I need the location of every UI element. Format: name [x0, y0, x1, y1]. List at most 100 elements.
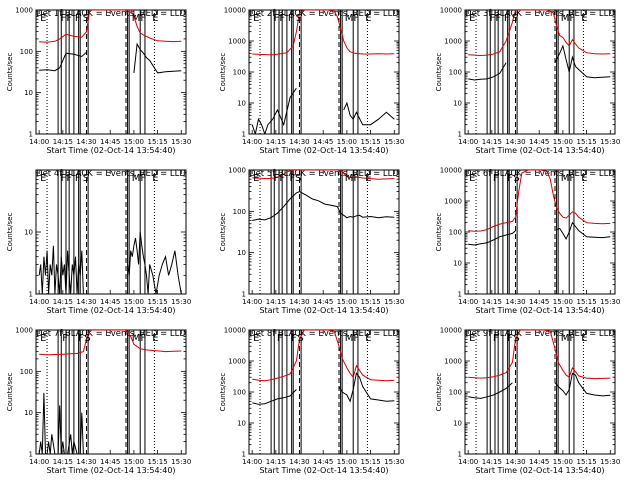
x-tick-label: 15:30: [600, 138, 620, 146]
y-tick-label: 100: [449, 229, 462, 237]
event-marker-label: FF: [274, 13, 286, 24]
event-marker-label: E: [365, 173, 371, 184]
y-axis-label: Counts/sec: [435, 53, 443, 92]
y-tick-label: 1000: [444, 198, 462, 206]
event-marker-label: S: [513, 173, 519, 184]
lld-series-line: [252, 330, 395, 382]
x-tick-label: 14:00: [242, 458, 262, 466]
x-tick-label: 15:15: [147, 298, 167, 306]
y-tick-label: 1: [242, 291, 246, 299]
panel-title: Det 9f BLACK = Events, RED = LLD: [465, 329, 615, 339]
event-marker-label: S: [84, 333, 90, 344]
x-tick-label: 15:00: [553, 458, 573, 466]
event-marker-label: F: [75, 13, 81, 24]
x-tick-label: 15:30: [384, 138, 404, 146]
x-tick-label: 14:45: [100, 458, 120, 466]
y-tick-label: 100: [233, 208, 246, 216]
x-tick-label: 15:00: [124, 138, 144, 146]
x-tick-label: 14:30: [76, 298, 96, 306]
event-marker-label: F: [277, 333, 283, 344]
y-tick-label: 1000: [228, 358, 246, 366]
x-tick-label: 14:00: [458, 298, 478, 306]
y-tick-label: 1000: [15, 327, 33, 335]
x-tick-label: 15:30: [171, 458, 191, 466]
y-tick-label: 10: [453, 420, 462, 428]
event-marker-label: MF: [132, 333, 147, 344]
y-axis-label: Counts/sec: [219, 53, 227, 92]
x-tick-label: 15:15: [576, 458, 596, 466]
event-marker-label: S: [83, 173, 89, 184]
x-tick-label: 14:30: [289, 138, 309, 146]
y-tick-label: 1: [242, 131, 246, 139]
lld-series-line: [252, 10, 395, 56]
x-axis-label: Start Time (02-Oct-14 13:54:40): [259, 466, 388, 475]
event-marker-label: F: [493, 333, 499, 344]
event-marker-label: F: [291, 333, 297, 344]
y-tick-label: 100: [20, 48, 33, 56]
event-marker-label: E: [469, 333, 475, 344]
event-marker-label: E: [581, 333, 587, 344]
y-tick-label: 10: [453, 260, 462, 268]
x-tick-label: 14:30: [76, 458, 96, 466]
x-tick-label: 15:00: [553, 298, 573, 306]
x-tick-label: 15:15: [360, 298, 380, 306]
event-marker-label: E: [253, 13, 259, 24]
x-tick-label: 14:15: [482, 138, 502, 146]
lld-series-line: [252, 170, 395, 180]
x-tick-label: 15:15: [360, 458, 380, 466]
y-tick-label: 10000: [440, 7, 462, 15]
x-tick-label: 14:30: [289, 298, 309, 306]
y-tick-label: 100: [20, 368, 33, 376]
event-marker-label: F: [493, 173, 499, 184]
event-marker-label: E: [152, 333, 158, 344]
x-tick-label: 14:45: [313, 298, 333, 306]
events-series-line: [252, 191, 395, 221]
y-tick-label: 10: [24, 89, 33, 97]
event-marker-label: FF: [274, 173, 286, 184]
events-series-line: [38, 392, 84, 454]
x-tick-label: 14:15: [482, 298, 502, 306]
x-tick-label: 14:15: [53, 298, 73, 306]
x-tick-label: 15:00: [553, 138, 573, 146]
x-axis-label: Start Time (02-Oct-14 13:54:40): [46, 306, 175, 315]
event-marker-label: E: [152, 13, 158, 24]
events-series-line: [38, 231, 182, 294]
event-marker-label: E: [581, 13, 587, 24]
detector-panel-7: Det 7f BLACK = Events, RED = LLD Counts/s…: [6, 327, 191, 476]
x-tick-label: 14:00: [29, 298, 49, 306]
x-axis-label: Start Time (02-Oct-14 13:54:40): [46, 146, 175, 155]
x-tick-label: 14:30: [505, 298, 525, 306]
y-tick-label: 10: [453, 100, 462, 108]
event-marker-label: E: [581, 173, 587, 184]
y-tick-label: 100: [449, 389, 462, 397]
y-tick-label: 1000: [15, 7, 33, 15]
y-axis-label: Counts/sec: [435, 373, 443, 412]
event-marker-label: S: [512, 13, 518, 24]
event-marker-label: E: [469, 173, 475, 184]
y-axis-label: Counts/sec: [219, 373, 227, 412]
detector-panel-4: Det 4f BLACK = Events, RED = LLD Counts/s…: [6, 169, 191, 315]
detector-panel-9: Det 9f BLACK = Events, RED = LLD Counts/s…: [435, 327, 620, 476]
lld-series-line: [468, 330, 611, 380]
x-tick-label: 15:00: [337, 138, 357, 146]
event-marker-label: E: [253, 333, 259, 344]
x-tick-label: 14:00: [242, 298, 262, 306]
event-marker-label: FS: [289, 173, 301, 184]
event-marker-label: FF: [61, 173, 73, 184]
event-marker-label: E: [40, 13, 46, 24]
x-tick-label: 15:15: [576, 138, 596, 146]
event-marker-label: F: [507, 173, 513, 184]
event-marker-label: E: [253, 173, 259, 184]
y-tick-label: 100: [449, 69, 462, 77]
event-marker-label: MF: [561, 173, 576, 184]
event-marker-label: S: [296, 13, 302, 24]
y-tick-label: 1: [458, 451, 462, 459]
y-tick-label: 1: [458, 131, 462, 139]
x-tick-label: 14:30: [76, 138, 96, 146]
x-tick-label: 15:15: [576, 298, 596, 306]
y-tick-label: 10000: [224, 327, 246, 335]
detector-panel-1: Det 1f BLACK = Events, RED = LLD Counts/s…: [6, 7, 191, 156]
lld-series-line: [468, 10, 611, 57]
y-tick-label: 1: [29, 451, 33, 459]
